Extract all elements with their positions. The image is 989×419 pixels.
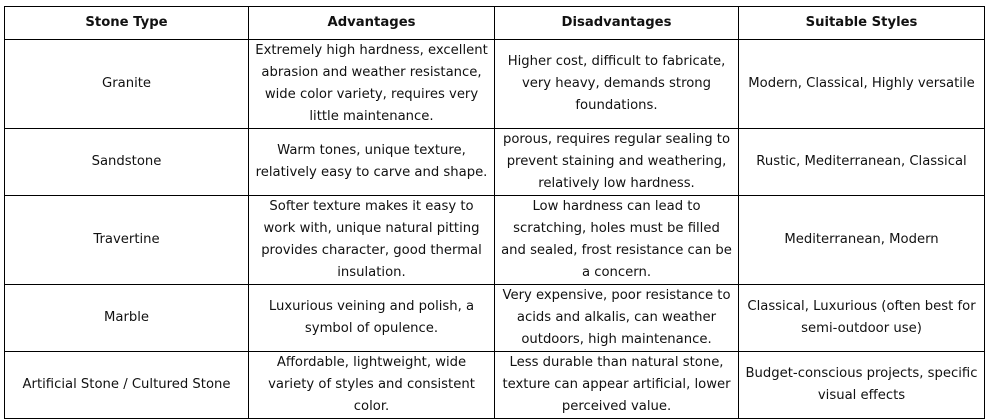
cell-stone-type: Travertine bbox=[4, 195, 249, 285]
table-row: Granite Extremely high hardness, excelle… bbox=[4, 39, 985, 129]
cell-stone-type: Artificial Stone / Cultured Stone bbox=[4, 351, 249, 419]
cell-disadvantages: Less durable than natural stone, texture… bbox=[494, 351, 739, 419]
header-stone-type: Stone Type bbox=[4, 6, 249, 40]
header-disadvantages: Disadvantages bbox=[494, 6, 739, 40]
stone-comparison-table: Stone Type Advantages Disadvantages Suit… bbox=[4, 6, 985, 419]
cell-advantages: Extremely high hardness, excellent abras… bbox=[248, 39, 495, 129]
cell-advantages: Luxurious veining and polish, a symbol o… bbox=[248, 284, 495, 352]
cell-advantages: Softer texture makes it easy to work wit… bbox=[248, 195, 495, 285]
cell-styles: Modern, Classical, Highly versatile bbox=[738, 39, 985, 129]
header-advantages: Advantages bbox=[248, 6, 495, 40]
table-row: Sandstone Warm tones, unique texture, re… bbox=[4, 128, 985, 196]
cell-advantages: Affordable, lightweight, wide variety of… bbox=[248, 351, 495, 419]
table-row: Travertine Softer texture makes it easy … bbox=[4, 195, 985, 285]
header-row: Stone Type Advantages Disadvantages Suit… bbox=[4, 6, 985, 40]
cell-styles: Budget-conscious projects, specific visu… bbox=[738, 351, 985, 419]
cell-styles: Rustic, Mediterranean, Classical bbox=[738, 128, 985, 196]
cell-disadvantages: Low hardness can lead to scratching, hol… bbox=[494, 195, 739, 285]
cell-disadvantages: porous, requires regular sealing to prev… bbox=[494, 128, 739, 196]
cell-disadvantages: Higher cost, difficult to fabricate, ver… bbox=[494, 39, 739, 129]
cell-advantages: Warm tones, unique texture, relatively e… bbox=[248, 128, 495, 196]
cell-stone-type: Granite bbox=[4, 39, 249, 129]
cell-stone-type: Sandstone bbox=[4, 128, 249, 196]
cell-styles: Classical, Luxurious (often best for sem… bbox=[738, 284, 985, 352]
header-suitable-styles: Suitable Styles bbox=[738, 6, 985, 40]
cell-stone-type: Marble bbox=[4, 284, 249, 352]
table-row: Artificial Stone / Cultured Stone Afford… bbox=[4, 351, 985, 419]
cell-styles: Mediterranean, Modern bbox=[738, 195, 985, 285]
table-row: Marble Luxurious veining and polish, a s… bbox=[4, 284, 985, 352]
cell-disadvantages: Very expensive, poor resistance to acids… bbox=[494, 284, 739, 352]
